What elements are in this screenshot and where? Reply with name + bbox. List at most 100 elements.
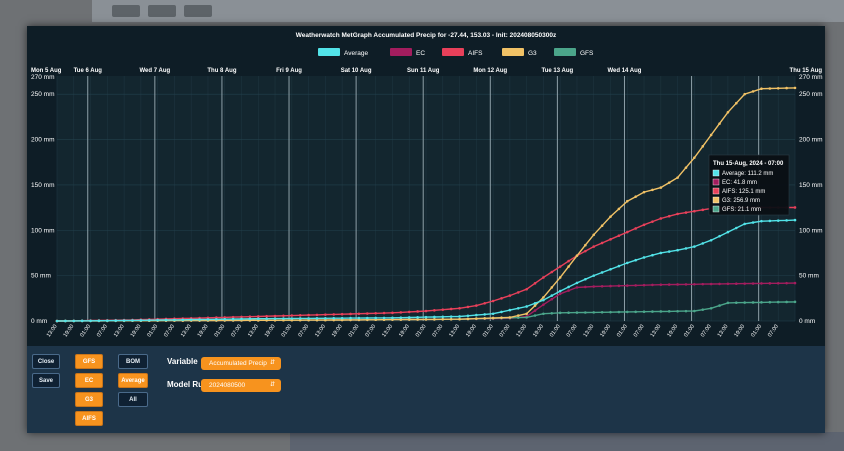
series-point-g3 [760, 87, 763, 91]
series-point-g3 [475, 317, 478, 320]
series-point-gfs [693, 309, 696, 313]
series-point-g3 [642, 190, 646, 194]
series-point-aifs [609, 238, 612, 241]
background-footer [290, 432, 844, 451]
series-point-average [500, 310, 503, 314]
series-point-average [206, 318, 210, 321]
series-point-aifs [416, 310, 419, 313]
tooltip-title: Thu 15-Aug, 2024 - 07:00 [713, 161, 784, 167]
series-point-ec [642, 283, 646, 287]
series-point-average [516, 306, 520, 310]
series-point-ec [634, 284, 637, 287]
series-point-gfs [625, 310, 629, 314]
series-point-aifs [391, 311, 394, 315]
series-point-ec [659, 283, 663, 287]
series-point-average [600, 271, 604, 274]
series-point-g3 [433, 318, 436, 321]
model-button-ec[interactable]: EC [75, 373, 103, 388]
series-point-gfs [567, 311, 570, 315]
save-button[interactable]: Save [32, 373, 60, 388]
series-point-aifs [458, 306, 461, 310]
series-point-aifs [324, 313, 327, 316]
series-point-gfs [584, 311, 587, 314]
bom-button[interactable]: BOM [118, 354, 148, 369]
series-point-gfs [634, 310, 637, 314]
metgraph-modal: Weatherwatch MetGraph Accumulated Precip… [27, 26, 825, 433]
close-button[interactable]: Close [32, 354, 60, 369]
series-point-aifs [584, 249, 587, 253]
series-point-average [550, 294, 554, 297]
model-button-g3[interactable]: G3 [75, 392, 103, 407]
series-point-g3 [491, 316, 495, 320]
series-point-aifs [600, 241, 604, 245]
series-point-ec [558, 292, 562, 296]
all-button[interactable]: All [118, 392, 148, 407]
series-point-average [240, 317, 243, 321]
tooltip-swatch [712, 169, 720, 177]
series-point-aifs [558, 265, 562, 268]
date-tick-label: Thu 8 Aug [207, 68, 236, 74]
date-tick-label: Mon 12 Aug [473, 68, 507, 74]
series-point-average [248, 317, 252, 321]
legend-label-g3: G3 [528, 50, 537, 57]
legend-label-ec: EC [416, 50, 425, 57]
series-point-g3 [592, 233, 596, 237]
series-point-aifs [567, 259, 570, 263]
series-point-average [114, 319, 118, 322]
series-point-ec [785, 281, 788, 285]
model-button-aifs[interactable]: AIFS [75, 411, 103, 426]
series-point-average [139, 319, 143, 322]
series-point-average [734, 226, 738, 230]
series-point-average [584, 277, 587, 281]
series-point-average [466, 314, 470, 318]
average-button[interactable]: Average [118, 373, 148, 388]
background-chip [148, 5, 176, 17]
y-tick-label-left: 150 mm [31, 182, 54, 189]
series-point-g3 [332, 318, 336, 322]
series-point-aifs [307, 313, 310, 317]
series-point-g3 [416, 318, 419, 321]
series-point-g3 [525, 312, 528, 316]
series-point-gfs [726, 301, 730, 305]
series-point-aifs [298, 314, 302, 317]
series-point-g3 [718, 122, 721, 125]
series-point-average [156, 318, 159, 322]
legend-label-gfs: GFS [580, 50, 594, 57]
series-point-average [307, 317, 310, 320]
series-point-aifs [508, 294, 512, 297]
series-point-average [416, 316, 419, 319]
series-point-g3 [709, 133, 713, 137]
series-point-g3 [533, 304, 537, 307]
series-point-g3 [441, 317, 445, 321]
series-point-average [273, 317, 277, 320]
series-point-gfs [776, 300, 780, 304]
series-point-average [676, 248, 679, 252]
series-point-ec [734, 282, 738, 286]
series-point-average [642, 256, 646, 259]
series-point-g3 [391, 318, 394, 321]
y-tick-label-left: 270 mm [31, 74, 54, 81]
series-point-aifs [424, 309, 428, 313]
series-point-gfs [575, 311, 579, 314]
series-point-ec [575, 286, 579, 289]
series-point-ec [768, 282, 772, 285]
tooltip-swatch [712, 187, 720, 195]
series-point-g3 [734, 101, 738, 105]
model-run-select[interactable]: 2024080500 ⇵ [201, 379, 281, 392]
series-point-gfs [701, 308, 705, 311]
series-point-gfs [617, 310, 621, 314]
variable-select[interactable]: Accumulated Precip ⇵ [201, 357, 281, 370]
series-point-aifs [651, 220, 654, 223]
series-point-aifs [667, 214, 671, 218]
series-point-aifs [449, 307, 453, 311]
series-point-ec [625, 284, 629, 287]
series-point-g3 [693, 156, 696, 159]
series-point-g3 [785, 86, 788, 90]
controls-panel: Close Save GFS EC G3 AIFS BOM Average Al… [27, 346, 825, 433]
series-point-average [433, 315, 436, 319]
date-tick-label: Sun 11 Aug [407, 68, 440, 74]
series-point-average [97, 319, 101, 323]
series-point-gfs [550, 311, 554, 315]
series-point-average [634, 258, 637, 262]
model-button-gfs[interactable]: GFS [75, 354, 103, 369]
